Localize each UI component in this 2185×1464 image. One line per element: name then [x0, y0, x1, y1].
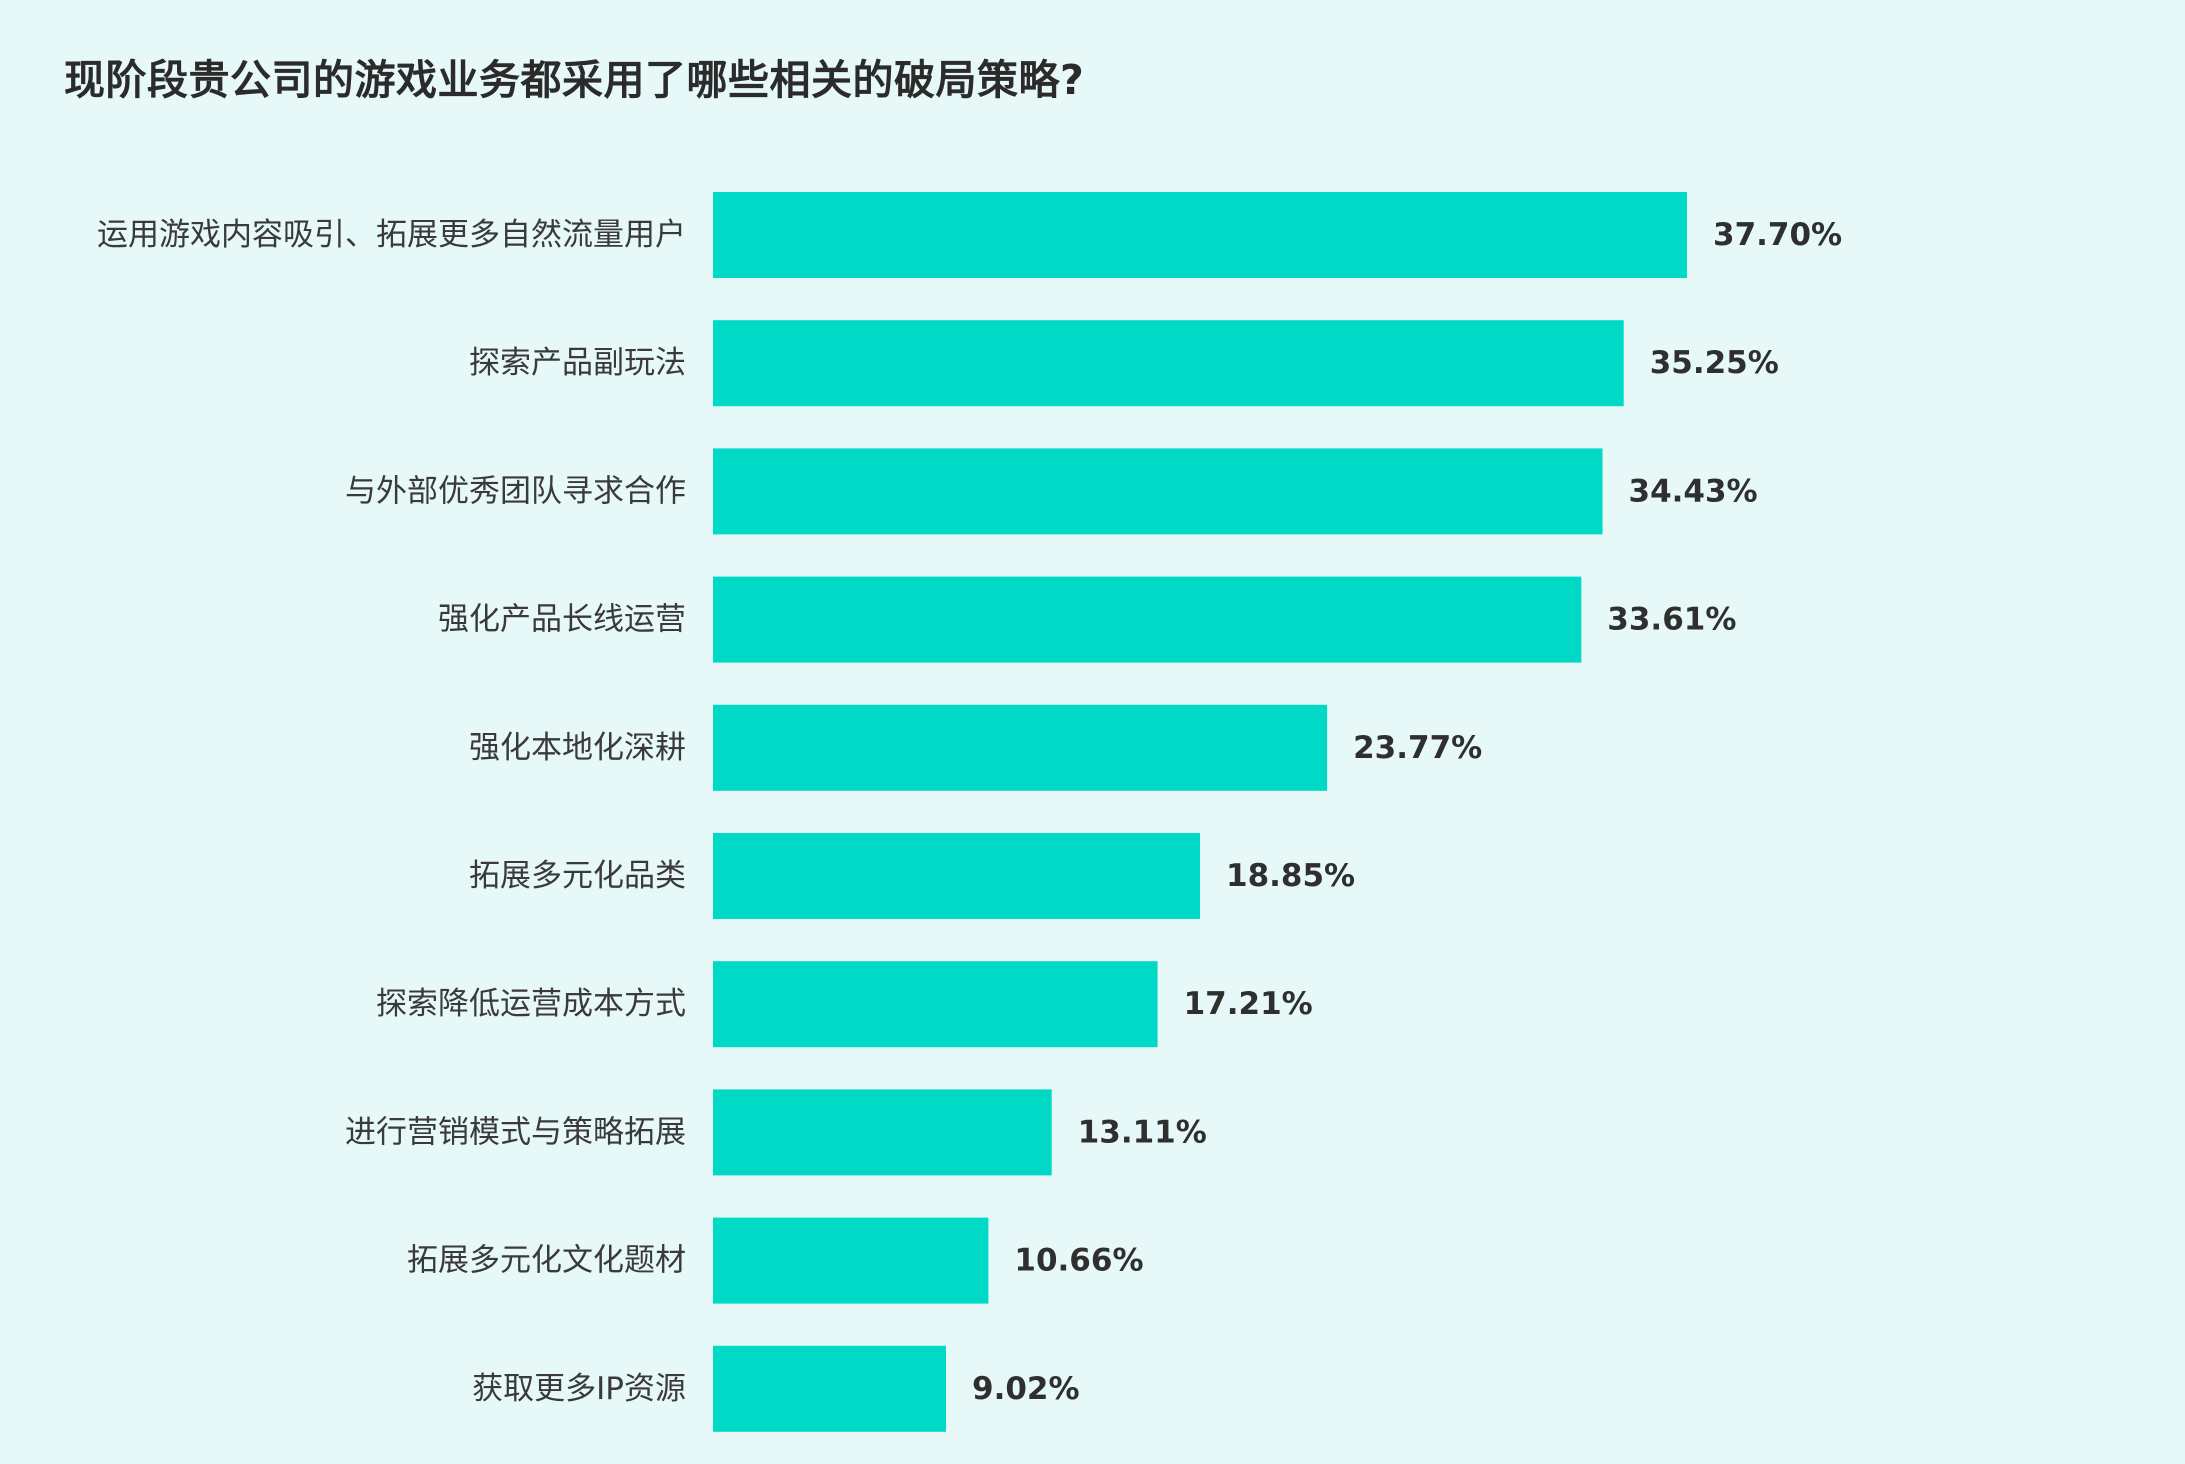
category-label-7: 探索降低运营成本方式	[376, 986, 686, 1022]
category-label-2: 探索产品副玩法	[469, 345, 686, 381]
bar-10	[713, 1345, 946, 1432]
bar-4	[713, 576, 1582, 663]
bar-2	[713, 320, 1624, 407]
bar-3	[713, 448, 1603, 535]
value-label-10: 9.02%	[972, 1371, 1080, 1407]
bar-8	[713, 1089, 1052, 1176]
value-label-9: 10.66%	[1014, 1243, 1143, 1279]
bar-9	[713, 1217, 989, 1304]
category-label-9: 拓展多元化文化题材	[407, 1243, 686, 1279]
bar-6	[713, 833, 1200, 919]
value-label-1: 37.70%	[1713, 217, 1842, 253]
category-label-1: 运用游戏内容吸引、拓展更多自然流量用户	[97, 217, 686, 253]
value-label-8: 13.11%	[1078, 1114, 1207, 1150]
value-label-4: 33.61%	[1607, 602, 1736, 638]
value-label-2: 35.25%	[1650, 345, 1779, 381]
category-label-5: 强化本地化深耕	[469, 730, 686, 766]
value-label-7: 17.21%	[1184, 986, 1313, 1022]
category-label-6: 拓展多元化品类	[469, 858, 686, 894]
value-label-3: 34.43%	[1629, 473, 1758, 509]
bar-1	[713, 192, 1687, 278]
category-label-4: 强化产品长线运营	[438, 602, 686, 638]
category-label-10: 获取更多IP资源	[472, 1371, 686, 1407]
bars-layer	[713, 192, 1687, 1432]
bar-7	[713, 961, 1158, 1048]
bar-5	[713, 704, 1328, 791]
value-label-5: 23.77%	[1353, 730, 1482, 766]
value-label-6: 18.85%	[1226, 858, 1355, 894]
category-label-3: 与外部优秀团队寻求合作	[345, 473, 686, 509]
labels-layer: 运用游戏内容吸引、拓展更多自然流量用户 37.70% 探索产品副玩法 35.25% 与外…	[97, 217, 1842, 1407]
chart-title: 现阶段贵公司的游戏业务都采用了哪些相关的破局策略?	[64, 56, 1085, 104]
category-label-8: 进行营销模式与策略拓展	[345, 1114, 686, 1150]
